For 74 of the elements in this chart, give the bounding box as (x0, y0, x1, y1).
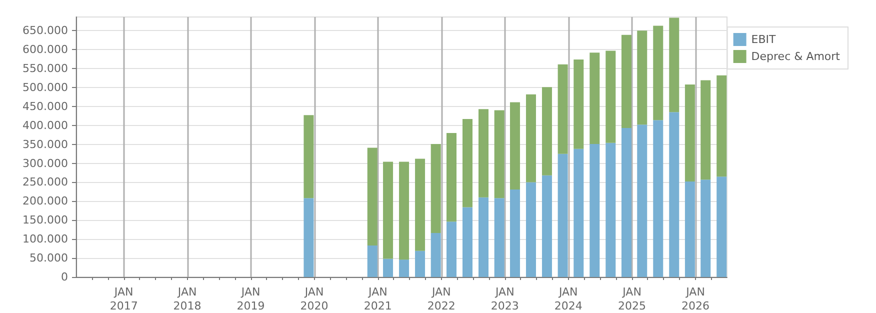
y-tick-label: 200.000 (22, 194, 68, 208)
bar (367, 148, 378, 246)
bar (510, 189, 520, 277)
bar (606, 142, 616, 277)
y-tick-label: 250.000 (22, 176, 68, 189)
x-tick-label: JAN 2017 (110, 286, 138, 312)
bar (430, 233, 441, 277)
bar (637, 124, 648, 277)
bar (415, 158, 426, 251)
bar (462, 118, 473, 208)
legend-label: EBIT (751, 33, 776, 46)
bar (716, 176, 727, 277)
bar (653, 120, 664, 277)
bar (367, 246, 378, 277)
bar (383, 258, 394, 277)
bar (494, 198, 504, 277)
bar (653, 26, 664, 120)
bar (478, 109, 489, 198)
x-tick-label: JAN 2025 (618, 286, 646, 312)
bar (399, 260, 410, 277)
y-tick-label: 550.000 (22, 62, 68, 76)
y-tick-label: 50.000 (30, 252, 68, 265)
y-tick-label: 650.000 (22, 24, 68, 38)
bar (574, 59, 584, 149)
bar (415, 250, 426, 277)
bar (590, 144, 600, 277)
x-tick-label: JAN 2026 (682, 286, 710, 312)
bar (304, 198, 314, 277)
bar (430, 144, 441, 234)
bar (669, 112, 680, 277)
bar (621, 128, 632, 277)
x-tick-label: JAN 2022 (427, 286, 456, 312)
x-tick-label: JAN 2020 (300, 286, 328, 312)
bar (542, 87, 552, 176)
bar (621, 34, 632, 128)
bar (510, 102, 520, 190)
bar (637, 30, 648, 125)
bar (462, 207, 473, 277)
y-tick-label: 0 (61, 270, 68, 284)
x-tick-label: JAN 2019 (236, 286, 265, 312)
x-tick-label: JAN 2023 (490, 286, 519, 312)
bar (494, 110, 504, 198)
bar (526, 94, 536, 182)
legend-label: Deprec & Amort (751, 50, 841, 63)
y-tick-label: 600.000 (22, 43, 68, 56)
bar (669, 18, 680, 112)
bar (558, 64, 568, 154)
x-tick-label: JAN 2021 (364, 286, 392, 312)
bar (383, 162, 394, 259)
y-tick-label: 100.000 (22, 232, 68, 246)
bar (399, 162, 410, 260)
bar (542, 175, 552, 277)
y-tick-label: 500.000 (22, 80, 68, 94)
bar (716, 75, 727, 177)
bar (684, 181, 695, 277)
bar (558, 154, 568, 277)
y-tick-label: 350.000 (22, 138, 68, 151)
y-tick-label: 450.000 (22, 100, 68, 113)
x-tick-label: JAN 2024 (554, 286, 582, 312)
bar (304, 115, 314, 198)
bar (574, 148, 584, 277)
y-tick-label: 150.000 (22, 214, 68, 227)
bar (700, 180, 711, 277)
bar (606, 50, 616, 143)
bar (446, 132, 457, 222)
bar (478, 197, 489, 277)
bar (526, 182, 536, 277)
bar (700, 80, 711, 180)
y-tick-label: 300.000 (22, 156, 68, 170)
bar (446, 222, 457, 277)
bar (684, 84, 695, 182)
y-tick-label: 400.000 (22, 118, 68, 132)
bar (590, 52, 600, 144)
x-tick-label: JAN 2018 (173, 286, 202, 312)
